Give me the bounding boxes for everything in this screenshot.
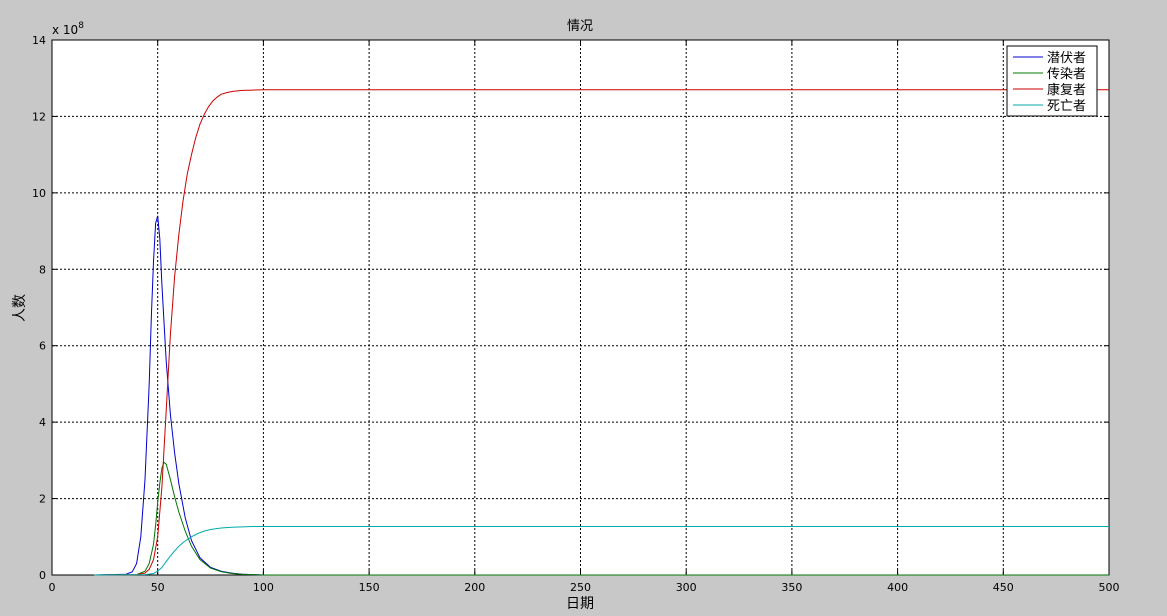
series-line-3	[94, 89, 1109, 576]
legend-box	[1006, 45, 1098, 117]
legend-label: 康复者	[1047, 82, 1086, 98]
y-tick-label: 0	[39, 569, 46, 582]
y-tick-label: 10	[32, 187, 46, 200]
y-tick-label: 2	[39, 493, 46, 506]
legend-label: 传染者	[1047, 67, 1086, 82]
y-axis-exponent-power: 8	[78, 21, 84, 31]
y-tick-label: 6	[39, 340, 46, 353]
y-tick-label: 8	[39, 263, 46, 276]
x-tick-label: 0	[49, 581, 56, 594]
y-axis-exponent-base: x 10	[52, 23, 78, 37]
y-axis-label: 人数	[12, 294, 28, 322]
y-tick-label: 14	[32, 34, 46, 47]
chart-title: 情况	[567, 19, 593, 34]
x-tick-label: 400	[887, 581, 908, 594]
x-tick-label: 450	[993, 581, 1014, 594]
x-tick-label: 350	[781, 581, 802, 594]
x-tick-label: 150	[359, 581, 380, 594]
x-tick-label: 50	[151, 581, 165, 594]
x-axis-label: 日期	[566, 596, 594, 612]
series-line-4	[94, 526, 1109, 576]
x-tick-label: 250	[570, 581, 591, 594]
grid-lines	[52, 40, 1109, 575]
axis-ticks: 0 50 100 150 200 250 300 350 400 450 500 0 2 4 6 8 10 12 1…	[32, 34, 1120, 594]
x-tick-label: 200	[464, 581, 485, 594]
x-tick-label: 300	[676, 581, 697, 594]
y-axis-exponent: x 108	[52, 21, 84, 37]
legend-label: 死亡者	[1047, 99, 1086, 114]
x-tick-label: 100	[253, 581, 274, 594]
y-tick-label: 4	[39, 416, 46, 429]
y-tick-label: 12	[32, 110, 46, 123]
x-tick-label: 500	[1099, 581, 1120, 594]
series-lines	[94, 89, 1109, 576]
legend-label: 潜伏者	[1047, 51, 1086, 66]
